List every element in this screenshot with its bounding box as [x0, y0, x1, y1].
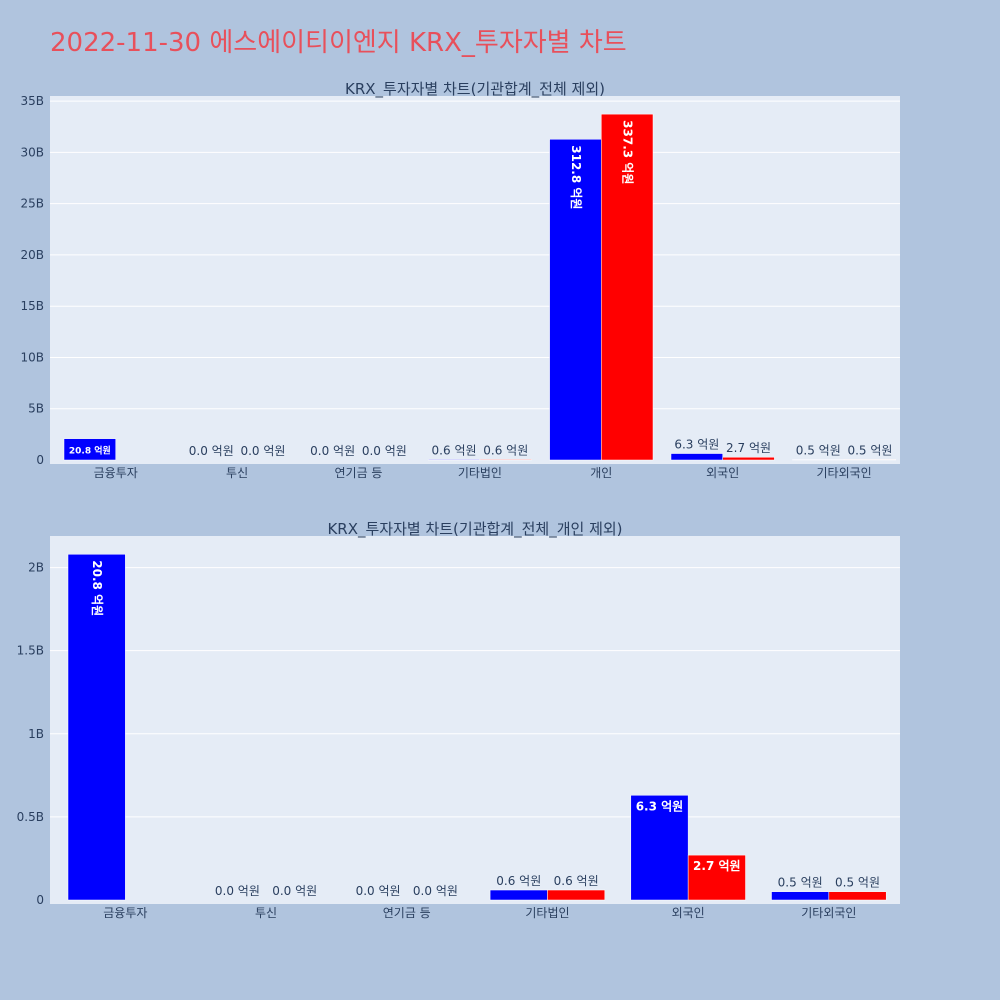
x-tick-label: 연기금 등 — [383, 906, 431, 920]
y-tick-label: 0 — [36, 893, 44, 907]
bar-value-label: 0.0 억원 — [215, 884, 260, 898]
x-tick-label: 외국인 — [672, 906, 705, 920]
x-tick-label: 기타외국인 — [801, 906, 856, 920]
bar-value-label: 0.6 억원 — [432, 443, 477, 457]
chart-title: KRX_투자자별 차트(기관합계_전체_개인 제외) — [327, 520, 622, 539]
plot-area-1 — [50, 96, 900, 464]
bar-value-label: 2.7 억원 — [693, 859, 741, 873]
bar-series1 — [670, 453, 723, 461]
y-tick-label: 0 — [36, 453, 44, 467]
bar-series2 — [843, 459, 897, 461]
y-tick-label: 0.5B — [17, 810, 44, 824]
x-tick-label: 기타법인 — [458, 466, 502, 480]
bar-series2 — [601, 113, 654, 461]
bar-value-label: 0.0 억원 — [189, 444, 234, 458]
bar-value-label: 0.0 억원 — [240, 444, 285, 458]
bar-series1 — [489, 889, 548, 901]
bar-value-label: 0.6 억원 — [554, 874, 599, 888]
bar-value-label: 312.8 억원 — [569, 145, 583, 209]
bar-series2 — [479, 459, 532, 461]
y-tick-label: 30B — [20, 145, 44, 159]
plot-area-2 — [50, 536, 900, 904]
x-tick-label: 금융투자 — [94, 466, 138, 480]
bar-series1 — [549, 139, 602, 461]
x-tick-label: 외국인 — [706, 466, 739, 480]
y-tick-label: 10B — [20, 350, 44, 364]
x-tick-label: 투신 — [226, 466, 248, 480]
bar-value-label: 20.8 억원 — [90, 560, 104, 616]
x-tick-label: 기타외국인 — [816, 466, 871, 480]
y-tick-label: 1.5B — [17, 644, 44, 658]
bar-value-label: 0.5 억원 — [796, 443, 841, 457]
bar-value-label: 0.0 억원 — [272, 884, 317, 898]
x-tick-label: 금융투자 — [103, 906, 147, 920]
bar-value-label: 6.3 억원 — [636, 799, 684, 813]
y-tick-label: 25B — [20, 197, 44, 211]
bar-series2 — [722, 456, 775, 461]
chart-title: KRX_투자자별 차트(기관합계_전체 제외) — [345, 80, 605, 99]
bar-value-label: 0.0 억원 — [310, 444, 355, 458]
bar-series1 — [630, 795, 689, 901]
x-tick-label: 기타법인 — [525, 906, 569, 920]
bar-series2 — [687, 854, 746, 901]
page-title: 2022-11-30 에스에이티이엔지 KRX_투자자별 차트 — [50, 28, 627, 58]
bar-series2 — [828, 891, 887, 901]
bar-value-label: 2.7 억원 — [726, 441, 771, 455]
x-tick-label: 연기금 등 — [335, 466, 383, 480]
bar-value-label: 0.5 억원 — [847, 443, 892, 457]
bar-value-label: 0.6 억원 — [496, 874, 541, 888]
y-tick-label: 35B — [20, 94, 44, 108]
y-tick-label: 1B — [28, 727, 44, 741]
bar-value-label: 6.3 억원 — [674, 438, 719, 452]
bar-series1 — [427, 459, 481, 461]
bar-series1 — [771, 891, 830, 901]
bar-value-label: 0.6 억원 — [483, 443, 528, 457]
x-tick-label: 개인 — [590, 466, 612, 480]
bar-value-label: 0.0 억원 — [413, 884, 458, 898]
bar-series2 — [547, 889, 606, 901]
bar-series1 — [63, 438, 116, 461]
y-tick-label: 2B — [28, 561, 44, 575]
x-tick-label: 투신 — [255, 906, 277, 920]
y-tick-label: 5B — [28, 402, 44, 416]
bar-value-label: 0.0 억원 — [356, 884, 401, 898]
bar-value-label: 337.3 억원 — [621, 120, 635, 184]
bar-value-label: 20.8 억원 — [69, 445, 111, 457]
bar-value-label: 0.5 억원 — [778, 876, 823, 890]
bar-value-label: 0.5 억원 — [835, 876, 880, 890]
bar-value-label: 0.0 억원 — [362, 444, 407, 458]
bar-series1 — [792, 459, 845, 461]
bar-series1 — [67, 554, 126, 901]
y-tick-label: 20B — [20, 248, 44, 262]
y-tick-label: 15B — [20, 299, 44, 313]
